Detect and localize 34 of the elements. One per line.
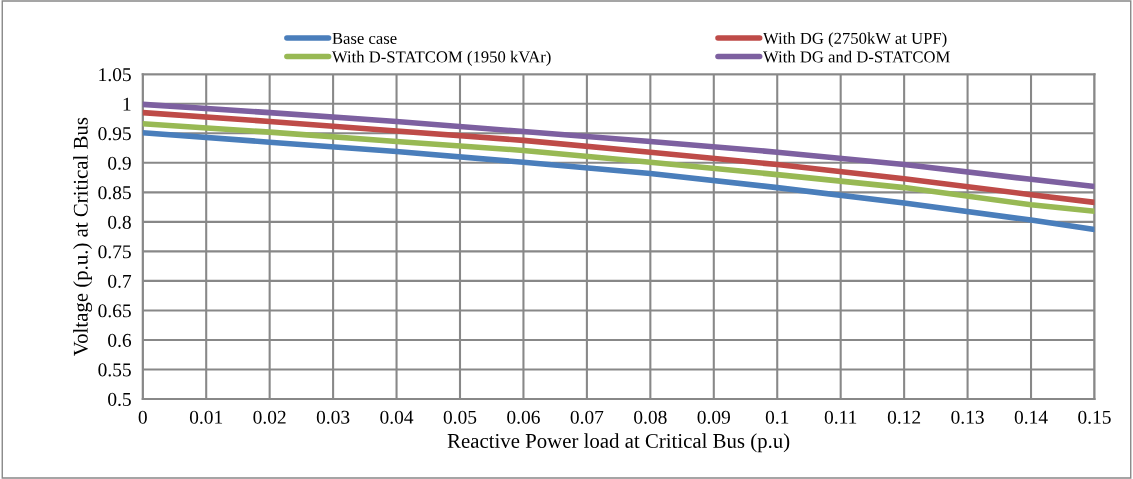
legend-label: With DG and D-STATCOM — [763, 50, 950, 63]
x-tick-label: 0.1 — [765, 410, 789, 424]
x-tick-label: 0.02 — [253, 410, 286, 424]
y-tick-label: 0.8 — [108, 215, 131, 229]
x-tick-label: 0.05 — [443, 410, 477, 424]
y-tick-label: 0.6 — [108, 333, 132, 347]
x-tick-label: 0.15 — [1078, 410, 1111, 424]
x-axis-title: Reactive Power load at Critical Bus (p.u) — [447, 433, 790, 453]
x-tick-label: 0.01 — [189, 410, 223, 424]
y-tick-label: 0.9 — [108, 156, 131, 170]
x-tick-label: 0.06 — [507, 410, 540, 424]
legend-label: With DG (2750kW at UPF) — [763, 32, 947, 48]
y-tick-label: 0.55 — [98, 363, 131, 377]
x-tick-label: 0.13 — [951, 410, 984, 424]
y-tick-label: 0.65 — [98, 304, 131, 318]
x-tick-label: 0.11 — [824, 410, 857, 424]
y-tick-label: 1.05 — [99, 68, 131, 82]
x-tick-label: 0.04 — [380, 410, 414, 424]
legend-label: Base case — [332, 32, 397, 44]
y-tick-label: 0.7 — [108, 274, 132, 288]
x-tick-label: 0.09 — [697, 410, 731, 424]
y-tick-label: 0.5 — [108, 392, 131, 407]
x-tick-label: 0 — [138, 410, 147, 424]
x-tick-label: 0.08 — [634, 410, 667, 424]
x-tick-label: 0.03 — [316, 410, 350, 424]
y-tick-label: 0.75 — [98, 245, 131, 259]
y-tick-label: 1 — [123, 97, 131, 111]
y-axis-title: Voltage (p.u.) at Critical Bus — [73, 117, 93, 356]
x-tick-label: 0.07 — [570, 410, 604, 424]
x-tick-label: 0.12 — [887, 410, 921, 424]
legend-label: With D-STATCOM (1950 kVAr) — [331, 50, 551, 66]
x-tick-label: 0.14 — [1014, 410, 1048, 424]
y-tick-label: 0.95 — [98, 127, 131, 141]
y-tick-label: 0.85 — [98, 186, 131, 200]
